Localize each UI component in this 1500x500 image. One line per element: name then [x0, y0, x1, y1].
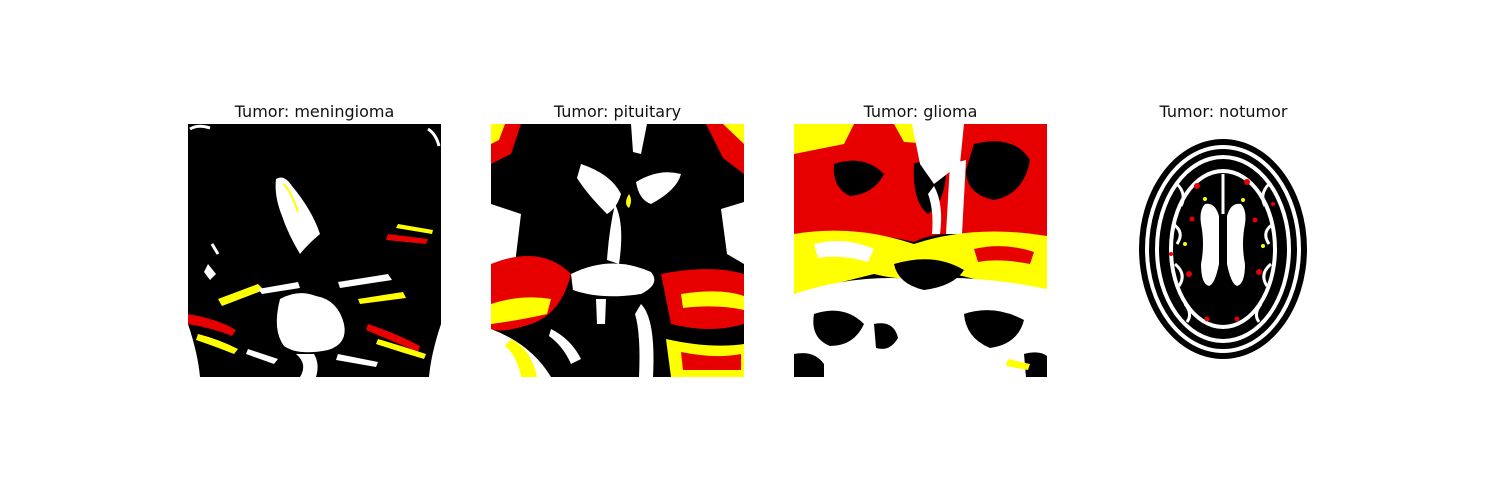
panel-notumor: Tumor: notumor — [1097, 100, 1350, 377]
panel-pituitary: Tumor: pituitary — [491, 100, 744, 377]
panel-title: Tumor: notumor — [1159, 102, 1288, 121]
mri-scan-glioma — [794, 124, 1047, 377]
mri-scan-notumor — [1097, 124, 1350, 377]
panel-meningioma: Tumor: meningioma — [188, 100, 441, 377]
panel-glioma: Tumor: glioma — [794, 100, 1047, 377]
mri-scan-pituitary — [491, 124, 744, 377]
panel-title: Tumor: glioma — [863, 102, 978, 121]
panel-title: Tumor: pituitary — [553, 102, 682, 121]
mri-scan-meningioma — [188, 124, 441, 377]
panel-title: Tumor: meningioma — [234, 102, 395, 121]
